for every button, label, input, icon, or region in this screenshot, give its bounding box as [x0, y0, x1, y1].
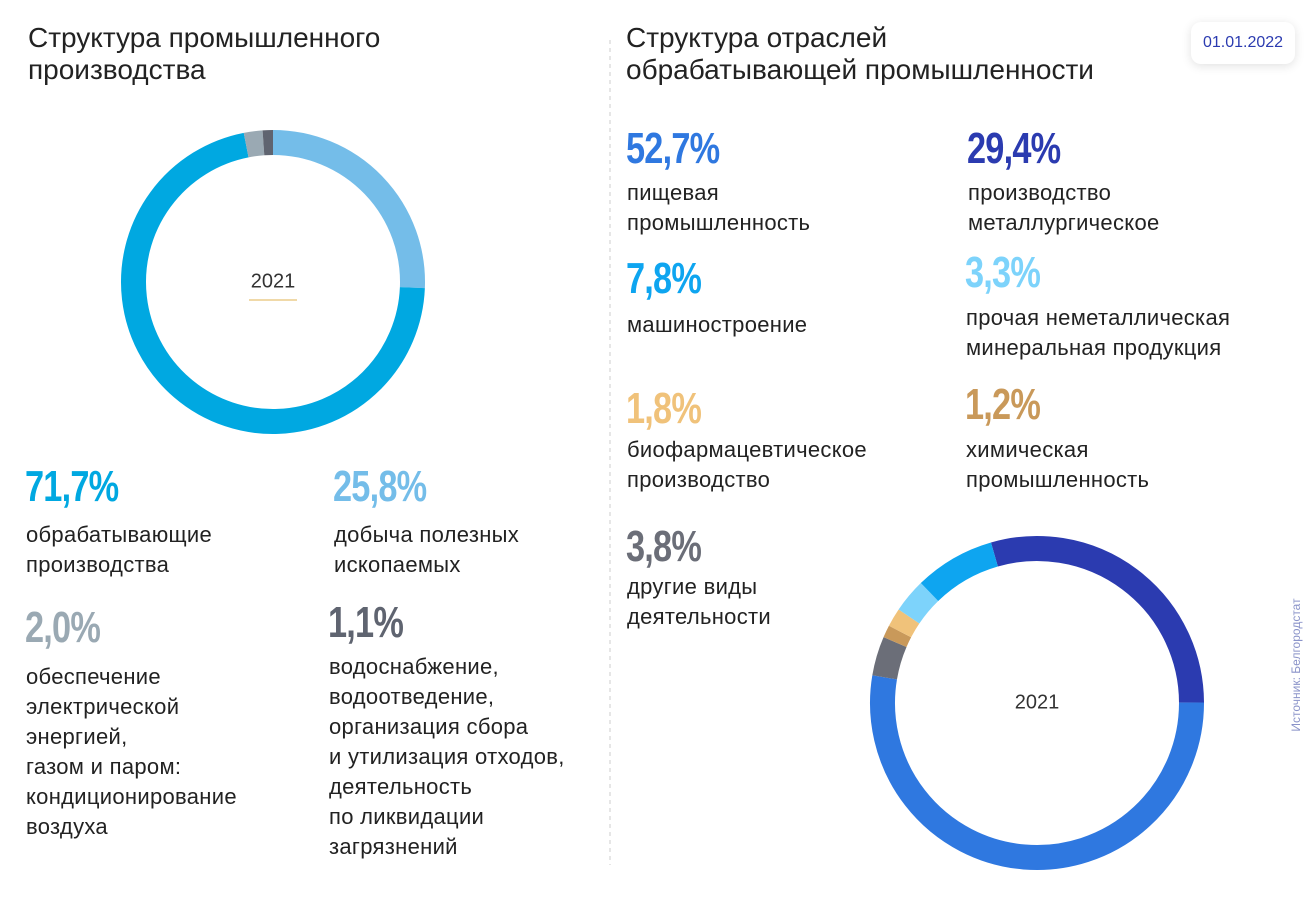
- value-label: 3,8%: [626, 522, 702, 571]
- value-label: 2,0%: [25, 603, 101, 652]
- legend-label: пищевая промышленность: [627, 180, 811, 235]
- value-label: 29,4%: [967, 124, 1061, 173]
- donut-segment: [870, 675, 1205, 870]
- legend-label: биофармацевтическое производство: [627, 437, 867, 492]
- donut-segment: [121, 132, 425, 434]
- donut-segment: [888, 609, 920, 638]
- donut-segment: [898, 583, 939, 624]
- value-label: 25,8%: [333, 462, 427, 511]
- value-label: 71,7%: [25, 462, 119, 511]
- value-label: 52,7%: [626, 124, 720, 173]
- center-label: 2021: [1015, 691, 1060, 713]
- donut-segment: [272, 130, 425, 289]
- value-label: 3,3%: [965, 248, 1041, 297]
- donut-segment: [872, 637, 907, 680]
- value-label: 1,8%: [626, 384, 702, 433]
- value-label: 1,1%: [328, 598, 404, 647]
- donut-segment: [243, 130, 265, 158]
- legend-label: прочая неметаллическая минеральная проду…: [966, 305, 1231, 360]
- legend-label: обрабатывающие производства: [26, 522, 213, 577]
- center-label: 2021: [251, 270, 296, 292]
- legend-label: производство металлургическое: [968, 180, 1160, 235]
- legend-label: добыча полезных ископаемых: [334, 522, 520, 577]
- legend-label: другие виды деятельности: [627, 574, 771, 629]
- value-label: 1,2%: [965, 380, 1041, 429]
- date-badge: 01.01.2022: [1191, 22, 1295, 64]
- chart-title: Структура промышленного производства: [28, 22, 381, 85]
- chart-title: Структура отраслей обрабатывающей промыш…: [626, 22, 1094, 85]
- legend-label: машиностроение: [627, 312, 808, 337]
- legend-label: водоснабжение, водоотведение, организаци…: [329, 654, 565, 859]
- source: Источник: Белгородстат: [1289, 598, 1303, 732]
- donut-segment: [990, 536, 1204, 703]
- legend-label: обеспечение электрической энергией, газо…: [26, 664, 237, 839]
- legend-label: химическая промышленность: [966, 437, 1150, 492]
- donut-segment: [920, 542, 999, 602]
- value-label: 7,8%: [626, 254, 702, 303]
- donut-segment: [883, 625, 912, 648]
